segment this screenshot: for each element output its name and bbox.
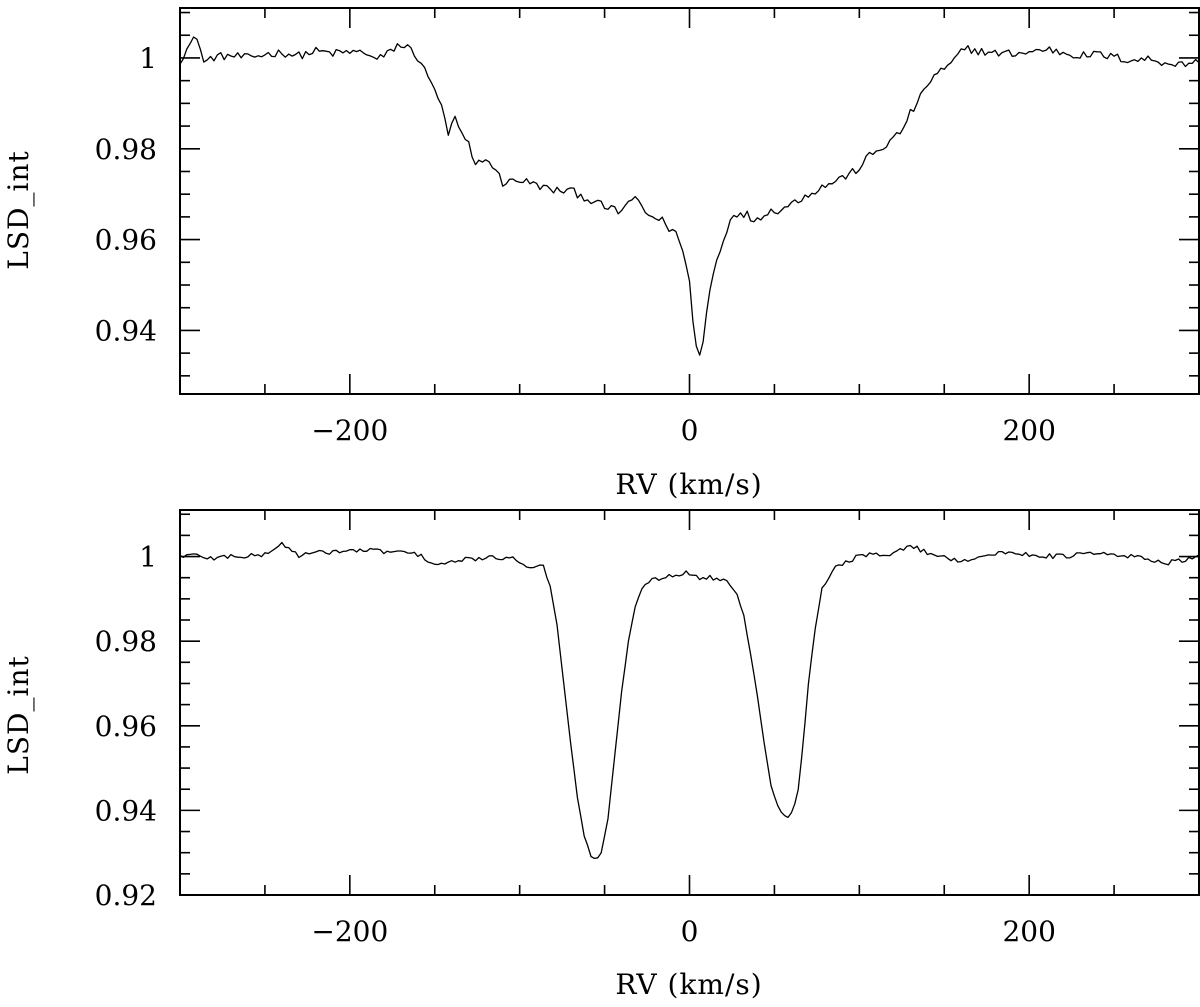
bottom-y-tick-label-0: 0.92 (95, 879, 157, 912)
top-y-tick-label-2: 0.98 (95, 133, 157, 166)
bottom-y-tick-label-1: 0.94 (95, 794, 157, 827)
bottom-ticks (179, 510, 1200, 896)
top-y-tick-label-0: 0.94 (95, 314, 157, 347)
top-ticks (179, 8, 1200, 394)
bottom-y-tick-label-2: 0.96 (95, 710, 157, 743)
top-y-tick-label-3: 1 (139, 42, 157, 75)
bottom-y-tick-label-3: 0.98 (95, 625, 157, 658)
top-y-axis-title: LSD_int (2, 150, 35, 269)
top-x-tick-labels: −200 0 200 (311, 414, 1056, 447)
bottom-x-axis-title: RV (km/s) (615, 968, 762, 1001)
top-plot-frame (179, 7, 1200, 395)
top-x-tick-label-0: −200 (311, 414, 388, 447)
bottom-plot-frame (179, 509, 1200, 896)
bottom-x-tick-labels: −200 0 200 (311, 915, 1056, 948)
top-y-tick-labels: 0.94 0.96 0.98 1 (95, 42, 157, 347)
bottom-y-tick-label-4: 1 (139, 541, 157, 574)
bottom-spectrum-line (179, 541, 1200, 860)
bottom-x-tick-label-1: 0 (681, 915, 699, 948)
top-x-tick-label-2: 200 (1002, 414, 1055, 447)
bottom-y-axis-title: LSD_int (2, 655, 35, 774)
bottom-panel: 0.92 0.94 0.96 0.98 1 −200 0 200 RV (km/… (2, 509, 1200, 1001)
top-y-tick-label-1: 0.96 (95, 224, 157, 257)
bottom-y-tick-labels: 0.92 0.94 0.96 0.98 1 (95, 541, 157, 912)
bottom-x-tick-label-0: −200 (311, 915, 388, 948)
top-spectrum-line (179, 36, 1200, 356)
top-x-axis-title: RV (km/s) (615, 468, 762, 501)
top-panel: 0.94 0.96 0.98 1 −200 0 200 RV (km/s) LS… (2, 7, 1200, 501)
bottom-x-tick-label-2: 200 (1002, 915, 1055, 948)
top-x-tick-label-1: 0 (681, 414, 699, 447)
